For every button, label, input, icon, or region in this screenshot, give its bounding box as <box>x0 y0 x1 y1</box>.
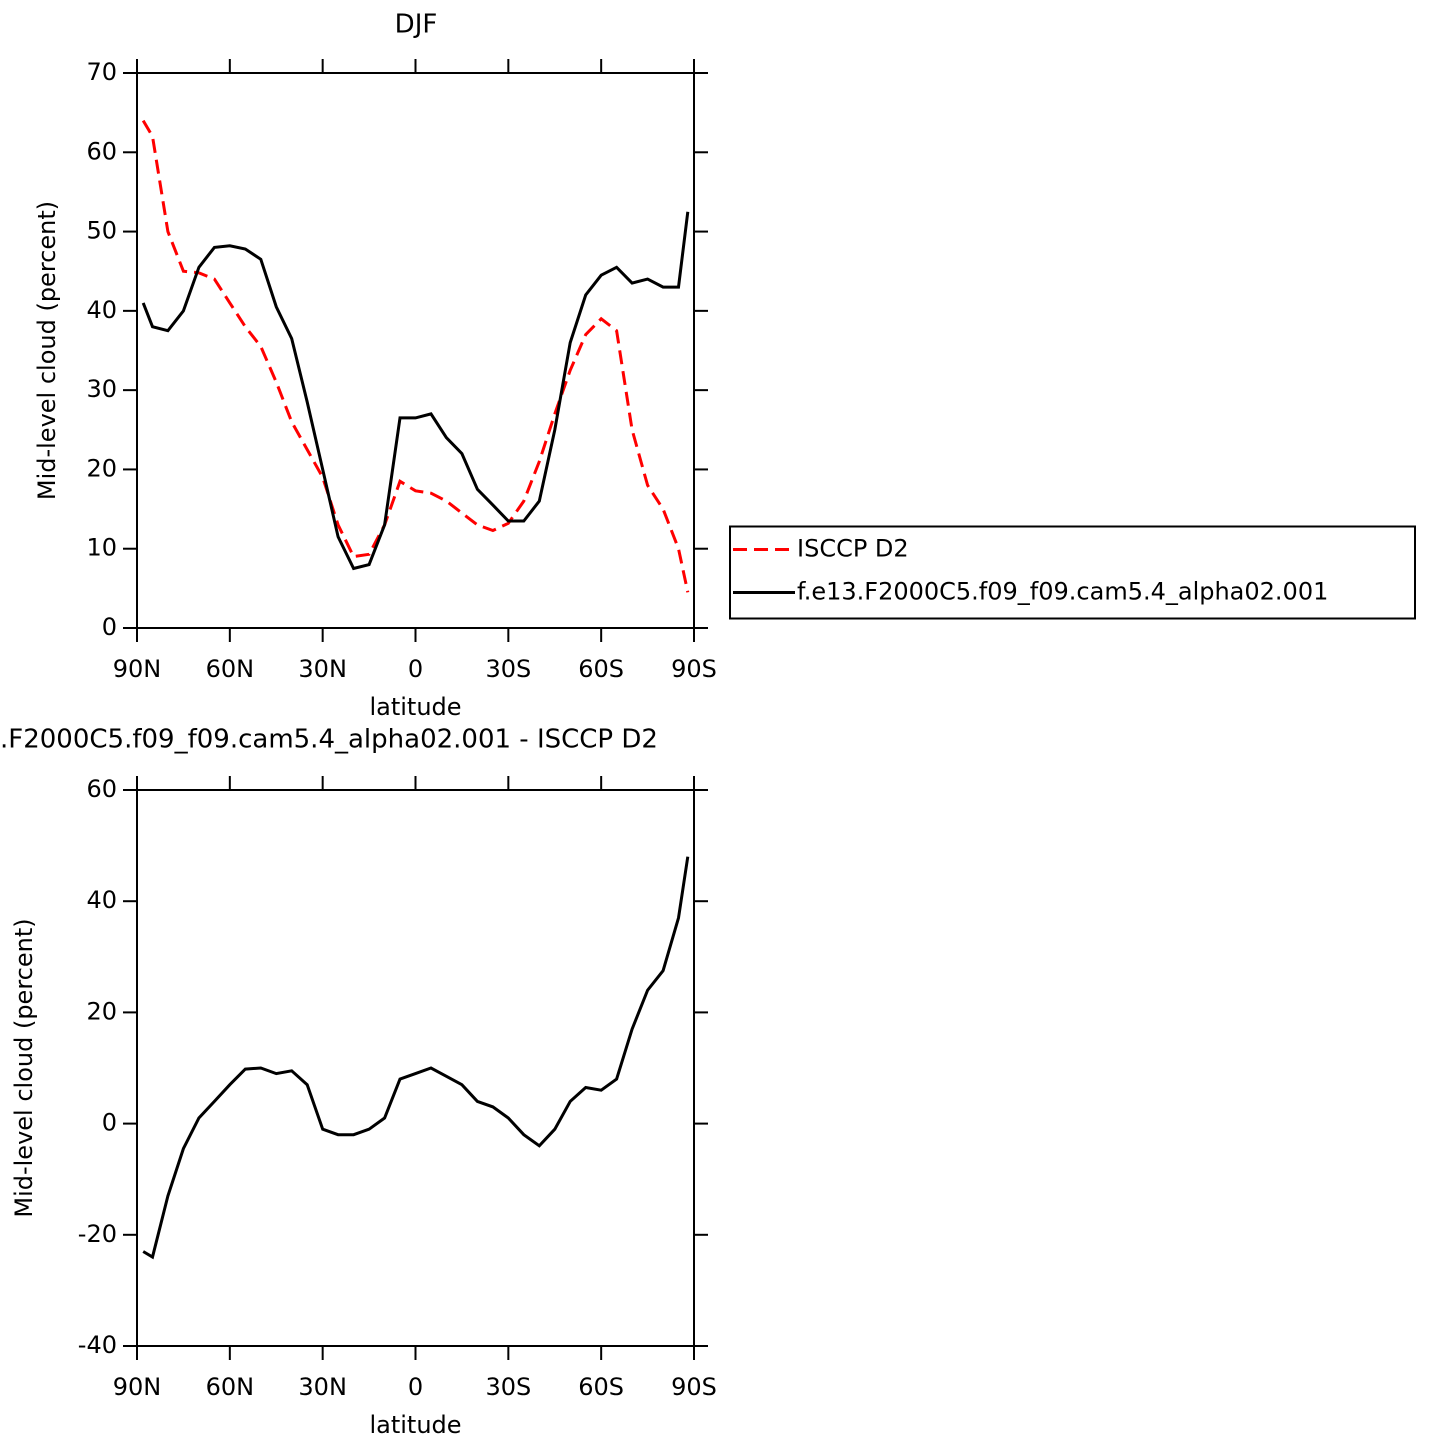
x-tick-label: 60N <box>206 1373 255 1401</box>
legend-label: ISCCP D2 <box>797 535 909 563</box>
plot-frame <box>136 789 695 1347</box>
y-axis-label: Mid-level cloud (percent) <box>10 918 38 1217</box>
x-axis-label: latitude <box>369 1411 461 1439</box>
x-tick-label: 30S <box>485 655 531 683</box>
x-tick-label: 60N <box>206 655 255 683</box>
y-tick-label: 0 <box>102 613 117 641</box>
y-axis-label: Mid-level cloud (percent) <box>33 201 61 500</box>
x-tick-label: 90S <box>671 1373 717 1401</box>
data-line <box>141 119 690 593</box>
y-tick-label: 60 <box>86 775 117 803</box>
y-tick-label: 0 <box>102 1109 117 1137</box>
x-tick-label: 30N <box>298 655 347 683</box>
y-tick-label: 60 <box>86 137 117 165</box>
x-axis-label: latitude <box>369 693 461 721</box>
x-tick-label: 0 <box>408 1373 423 1401</box>
x-tick-label: 30N <box>298 1373 347 1401</box>
y-tick-label: -20 <box>78 1220 117 1248</box>
x-tick-label: 90S <box>671 655 717 683</box>
data-line <box>142 856 690 1260</box>
y-tick-label: 40 <box>86 886 117 914</box>
y-tick-label: 70 <box>86 58 117 86</box>
y-tick-label: 20 <box>86 997 117 1025</box>
chart-title: .F2000C5.f09_f09.cam5.4_alpha02.001 - IS… <box>0 725 658 755</box>
x-tick-label: 30S <box>485 1373 531 1401</box>
legend-box <box>729 525 1416 620</box>
x-tick-label: 60S <box>578 655 624 683</box>
y-tick-label: 50 <box>86 217 117 245</box>
y-tick-label: 20 <box>86 454 117 482</box>
legend-label: f.e13.F2000C5.f09_f09.cam5.4_alpha02.001 <box>797 578 1328 606</box>
y-tick-label: 40 <box>86 296 117 324</box>
y-tick-label: 30 <box>86 375 117 403</box>
y-tick-label: -40 <box>78 1331 117 1359</box>
x-tick-label: 90N <box>113 655 162 683</box>
x-tick-label: 60S <box>578 1373 624 1401</box>
y-tick-label: 10 <box>86 534 117 562</box>
x-tick-label: 0 <box>408 655 423 683</box>
chart-title: DJF <box>395 10 438 40</box>
x-tick-label: 90N <box>113 1373 162 1401</box>
plot-frame <box>136 72 695 629</box>
data-line <box>141 211 690 571</box>
